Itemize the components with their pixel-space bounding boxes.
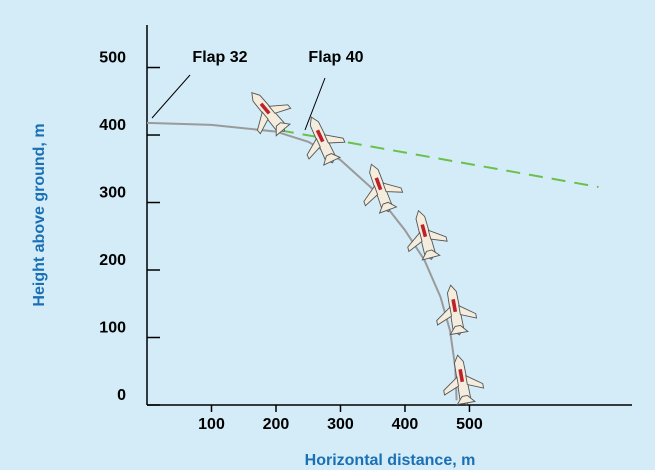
x-tick-label: 100 (198, 416, 225, 433)
x-tick-label: 200 (263, 416, 290, 433)
y-tick-label: 500 (99, 50, 126, 67)
y-tick-label: 300 (99, 185, 126, 202)
y-tick-label: 400 (99, 117, 126, 134)
background (0, 0, 655, 470)
annotation: Flap 40 (308, 49, 363, 66)
x-axis-label: Horizontal distance, m (305, 452, 476, 469)
y-tick-label: 0 (117, 387, 126, 404)
y-axis-label: Height above ground, m (31, 123, 48, 306)
x-tick-label: 400 (392, 416, 419, 433)
chart: Flap 32 Flap 40 Horizontal distance, m H… (0, 0, 655, 470)
y-tick-label: 200 (99, 252, 126, 269)
y-tick-label: 100 (99, 320, 126, 337)
annotation: Flap 32 (192, 49, 247, 66)
x-tick-label: 300 (327, 416, 354, 433)
x-tick-label: 500 (456, 416, 483, 433)
